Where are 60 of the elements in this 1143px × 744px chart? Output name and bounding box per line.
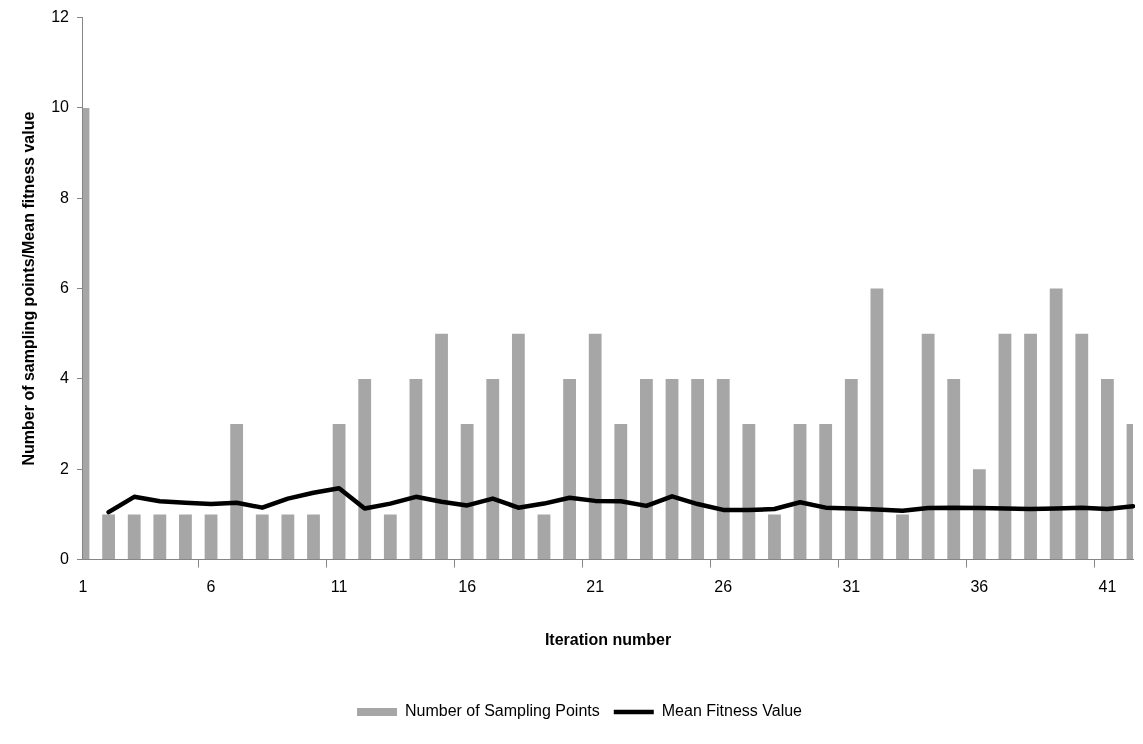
- bar: [998, 333, 1012, 560]
- bar: [486, 378, 500, 560]
- y-tick-label: 10: [51, 98, 70, 116]
- bar: [588, 333, 602, 560]
- x-tick-label: 41: [1098, 577, 1117, 595]
- bar: [435, 333, 448, 560]
- bar: [1024, 333, 1037, 560]
- bar: [665, 378, 679, 560]
- bar: [870, 288, 884, 560]
- bar: [947, 378, 961, 560]
- bar: [409, 378, 423, 560]
- bar: [716, 378, 730, 560]
- x-tick-label: 21: [586, 577, 605, 595]
- legend-label: Number of Sampling Points: [405, 702, 600, 720]
- bar: [511, 333, 525, 560]
- bar: [819, 424, 833, 560]
- y-tick-label: 12: [51, 8, 70, 26]
- bar: [383, 514, 397, 560]
- y-tick-label: 2: [60, 459, 70, 477]
- x-tick-label: 6: [206, 577, 216, 595]
- bar: [179, 514, 192, 560]
- bar: [972, 469, 986, 560]
- x-tick-label: 1: [78, 577, 88, 595]
- bar: [691, 378, 705, 560]
- bar: [844, 378, 858, 560]
- bar: [1049, 288, 1063, 560]
- bar: [640, 378, 653, 560]
- y-tick-label: 4: [60, 369, 70, 387]
- y-tick-label: 6: [60, 279, 70, 297]
- x-tick-label: 26: [714, 577, 733, 595]
- bar: [896, 514, 909, 560]
- bar: [230, 424, 244, 560]
- bar: [255, 514, 269, 560]
- legend-label: Mean Fitness Value: [661, 702, 803, 720]
- bar: [793, 424, 807, 560]
- bar: [1075, 333, 1089, 560]
- bar: [281, 514, 295, 560]
- bar: [1100, 378, 1114, 560]
- bar: [204, 514, 218, 560]
- bar: [537, 514, 551, 560]
- bar: [921, 333, 935, 560]
- x-axis-title: Iteration number: [544, 630, 672, 648]
- bar: [563, 378, 576, 560]
- bar: [742, 424, 756, 560]
- bar: [102, 514, 116, 560]
- x-tick-label: 31: [842, 577, 861, 595]
- bar: [614, 424, 628, 560]
- x-tick-label: 16: [458, 577, 477, 595]
- bar: [307, 514, 320, 560]
- bar: [127, 514, 141, 560]
- y-tick-label: 0: [60, 550, 70, 568]
- bar: [153, 514, 167, 560]
- bar: [768, 514, 781, 560]
- x-tick-label: 11: [330, 577, 348, 595]
- y-axis-title: Number of sampling points/Mean fitness value: [20, 111, 38, 466]
- x-tick-label: 36: [970, 577, 989, 595]
- bar: [460, 424, 474, 560]
- y-tick-label: 8: [60, 188, 70, 206]
- bar: [332, 424, 346, 560]
- bar: [358, 378, 372, 560]
